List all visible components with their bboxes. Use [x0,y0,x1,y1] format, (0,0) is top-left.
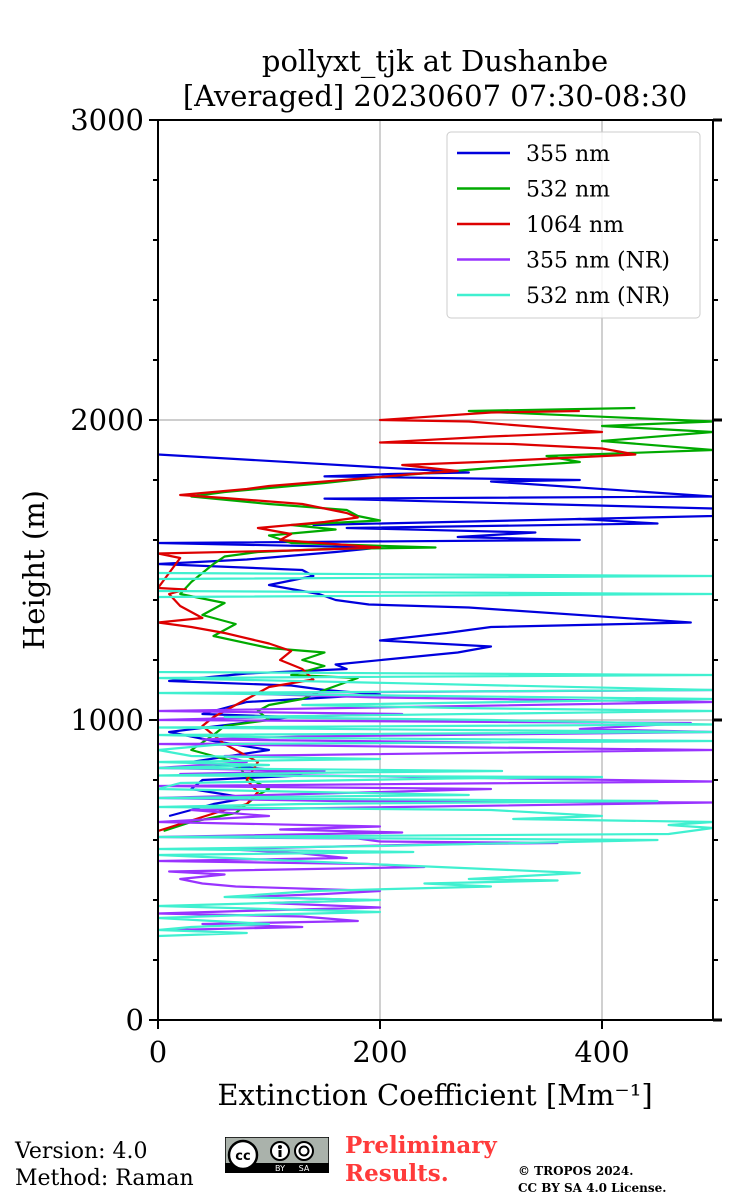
legend-label: 1064 nm [526,213,624,238]
legend-box [446,131,701,319]
x-tick-label: 0 [149,1035,167,1069]
sa-icon [294,1141,314,1161]
chart-subtitle: [Averaged] 20230607 07:30-08:30 [183,79,687,113]
cc-icon [227,1139,259,1171]
legend-label: 355 nm [526,142,610,167]
x-tick-label: 200 [352,1035,407,1069]
svg-text:BY: BY [275,1164,285,1173]
cc-by-sa-badge: cc BY SA [225,1137,329,1173]
series-line [158,409,637,833]
results-label: Results. [345,1160,449,1187]
legend-label: 532 nm [526,178,610,203]
y-axis-label: Height (m) [17,490,51,650]
chart-title: pollyxt_tjk at Dushanbe [262,44,608,79]
x-axis-label: Extinction Coefficient [Mm⁻¹] [217,1078,652,1112]
method-text: Method: Raman [15,1166,194,1191]
extinction-chart: pollyxt_tjk at Dushanbe [Averaged] 20230… [17,44,722,1112]
legend: 355 nm 532 nm 1064 nm 355 nm (NR) 532 nm (NR… [446,131,701,319]
svg-text:cc: cc [235,1149,250,1164]
y-tick-label: 3000 [70,103,144,137]
legend-label: 532 nm (NR) [526,284,670,309]
copyright-text: © TROPOS 2024. [518,1164,634,1178]
y-tick-label: 0 [126,1003,144,1037]
y-tick-label: 1000 [70,703,144,737]
license-text: CC BY SA 4.0 License. [518,1181,667,1195]
preliminary-label: Preliminary [345,1132,497,1159]
legend-label: 355 nm (NR) [526,249,670,274]
y-tick-label: 2000 [70,403,144,437]
axis-ticks: 0 200 400 0 1000 2000 3000 [70,103,722,1069]
series-line [158,571,713,938]
plot-frame [157,119,714,1021]
x-tick-label: 400 [574,1035,629,1069]
version-text: Version: 4.0 [15,1139,148,1164]
svg-text:SA: SA [299,1164,310,1173]
series-lines [158,406,713,938]
